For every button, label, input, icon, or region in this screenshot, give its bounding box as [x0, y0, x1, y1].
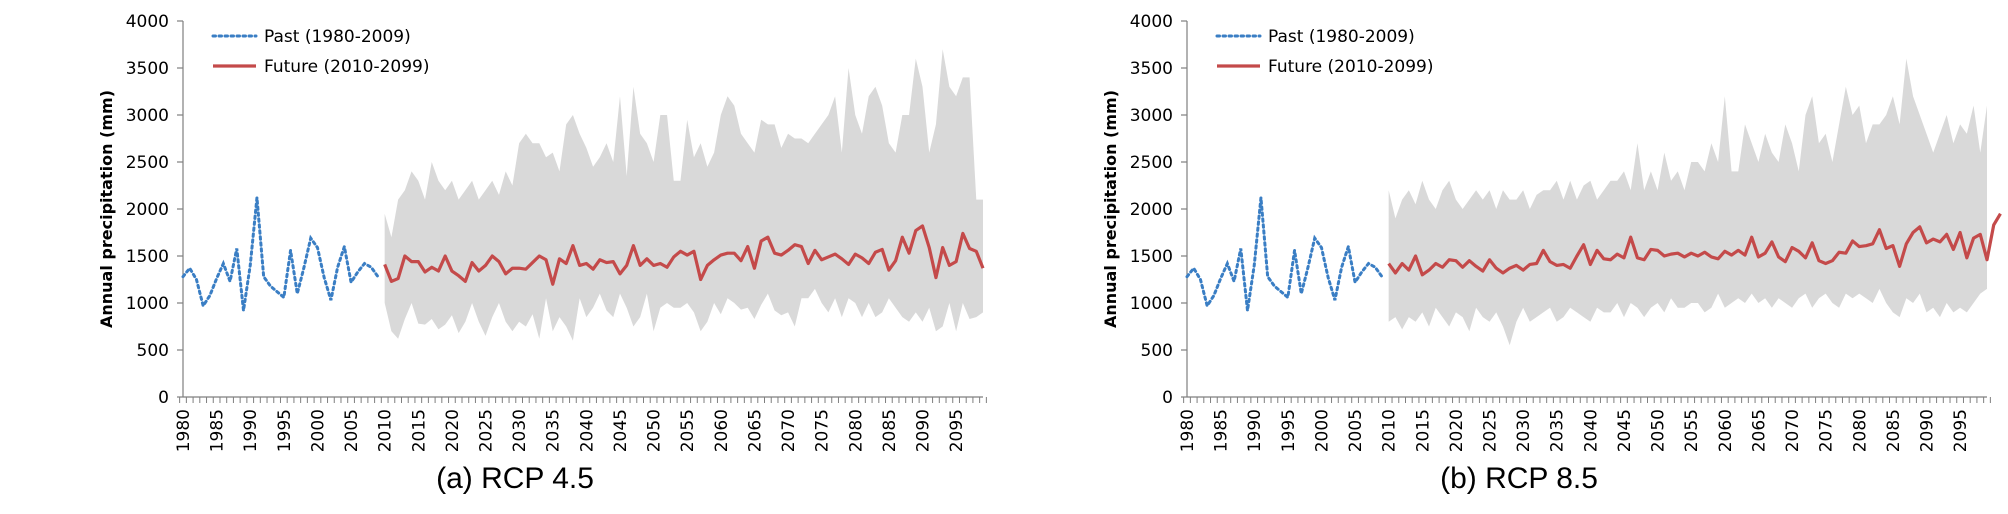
legend-label-future: Future (2010-2099)	[264, 57, 429, 77]
uncertainty-band	[384, 49, 983, 341]
chart-caption: (b) RCP 8.5	[1440, 462, 1598, 495]
x-tick-label: 1990	[241, 409, 261, 452]
x-tick-label: 2060	[712, 409, 732, 452]
y-axis-label: Annual precipitation (mm)	[97, 90, 116, 328]
x-tick-label: 2085	[1884, 409, 1904, 452]
x-tick-label: 1995	[1279, 409, 1299, 452]
y-tick-label: 1500	[1130, 247, 1173, 267]
x-tick-label: 2010	[1380, 409, 1400, 452]
series-future-line	[383, 224, 985, 286]
chart-caption: (a) RCP 4.5	[436, 462, 594, 495]
y-tick-label: 500	[1141, 341, 1173, 361]
x-tick-label: 2040	[577, 409, 597, 452]
y-tick-label: 3000	[126, 106, 169, 126]
x-tick-label: 2090	[913, 409, 933, 452]
x-tick-label: 2065	[1749, 409, 1769, 452]
x-tick-label: 2025	[477, 409, 497, 452]
series-past-line	[1185, 197, 1384, 311]
x-tick-label: 2090	[1917, 409, 1937, 452]
x-tick-label: 1980	[174, 409, 194, 452]
uncertainty-band	[1388, 58, 1987, 346]
x-tick-label: 2095	[947, 409, 967, 452]
chart-rcp45: 0 500 1000 1500 2000 2500 3000 3500 4000 1980 1985…	[97, 12, 987, 452]
x-tick-label: 1985	[1212, 409, 1232, 452]
x-tick-label: 2025	[1481, 409, 1501, 452]
y-tick-label: 2000	[126, 200, 169, 220]
x-tick-label: 2045	[611, 409, 631, 452]
chart-panel-rcp85: 0 500 1000 1500 2000 2500 3000 3500 4000 1980 1985…	[1004, 0, 2008, 514]
x-tick-label: 2035	[1548, 409, 1568, 452]
y-tick-label: 0	[158, 388, 169, 408]
x-tick-label: 2055	[678, 409, 698, 452]
series-future-line	[1387, 212, 2002, 277]
x-tick-label: 2045	[1615, 409, 1635, 452]
y-tick-label: 4000	[1130, 12, 1173, 32]
x-tick-label: 2085	[880, 409, 900, 452]
x-tick-label: 2055	[1682, 409, 1702, 452]
x-tick-label: 2070	[779, 409, 799, 452]
x-tick-label: 2030	[1514, 409, 1534, 452]
y-tick-label: 2500	[1130, 153, 1173, 173]
x-tick-label: 2000	[308, 409, 328, 452]
x-tick-label: 2015	[409, 409, 429, 452]
x-tick-label: 2080	[1850, 409, 1870, 452]
y-axis-label: Annual precipitation (mm)	[1101, 90, 1120, 328]
y-tick-label: 1500	[126, 247, 169, 267]
series-past-line	[181, 197, 380, 311]
x-tick-label: 2020	[1447, 409, 1467, 452]
x-tick-label: 2060	[1716, 409, 1736, 452]
y-tick-label: 2500	[126, 153, 169, 173]
x-tick-label: 2070	[1783, 409, 1803, 452]
legend-label-past: Past (1980-2009)	[264, 27, 411, 47]
y-tick-label: 500	[137, 341, 169, 361]
x-tick-label: 2015	[1413, 409, 1433, 452]
x-tick-label: 2005	[342, 409, 362, 452]
y-tick-label: 1000	[126, 294, 169, 314]
y-tick-label: 3000	[1130, 106, 1173, 126]
x-tick-label: 1980	[1178, 409, 1198, 452]
x-tick-label: 2000	[1312, 409, 1332, 452]
legend-label-past: Past (1980-2009)	[1268, 27, 1415, 47]
legend-label-future: Future (2010-2099)	[1268, 57, 1433, 77]
y-tick-label: 3500	[126, 59, 169, 79]
x-tick-label: 2005	[1346, 409, 1366, 452]
x-tick-label: 1995	[275, 409, 295, 452]
y-tick-label: 3500	[1130, 59, 1173, 79]
y-tick-label: 2000	[1130, 200, 1173, 220]
x-tick-label: 2075	[1817, 409, 1837, 452]
x-tick-label: 2030	[510, 409, 530, 452]
x-tick-label: 1985	[208, 409, 228, 452]
legend: Past (1980-2009) Future (2010-2099)	[211, 27, 429, 77]
x-tick-label: 2075	[813, 409, 833, 452]
legend: Past (1980-2009) Future (2010-2099)	[1215, 27, 1433, 77]
x-tick-label: 2095	[1951, 409, 1971, 452]
x-tick-label: 1990	[1245, 409, 1265, 452]
x-tick-label: 2080	[846, 409, 866, 452]
y-tick-label: 4000	[126, 12, 169, 32]
x-tick-label: 2065	[745, 409, 765, 452]
x-tick-label: 2050	[1649, 409, 1669, 452]
x-tick-label: 2035	[544, 409, 564, 452]
chart-rcp85: 0 500 1000 1500 2000 2500 3000 3500 4000 1980 1985…	[1101, 12, 2002, 452]
x-tick-label: 2010	[376, 409, 396, 452]
x-tick-label: 2040	[1581, 409, 1601, 452]
y-tick-label: 0	[1162, 388, 1173, 408]
x-tick-label: 2020	[443, 409, 463, 452]
chart-panel-rcp45: 0 500 1000 1500 2000 2500 3000 3500 4000 1980 1985…	[97, 12, 987, 495]
x-tick-label: 2050	[645, 409, 665, 452]
y-tick-label: 1000	[1130, 294, 1173, 314]
